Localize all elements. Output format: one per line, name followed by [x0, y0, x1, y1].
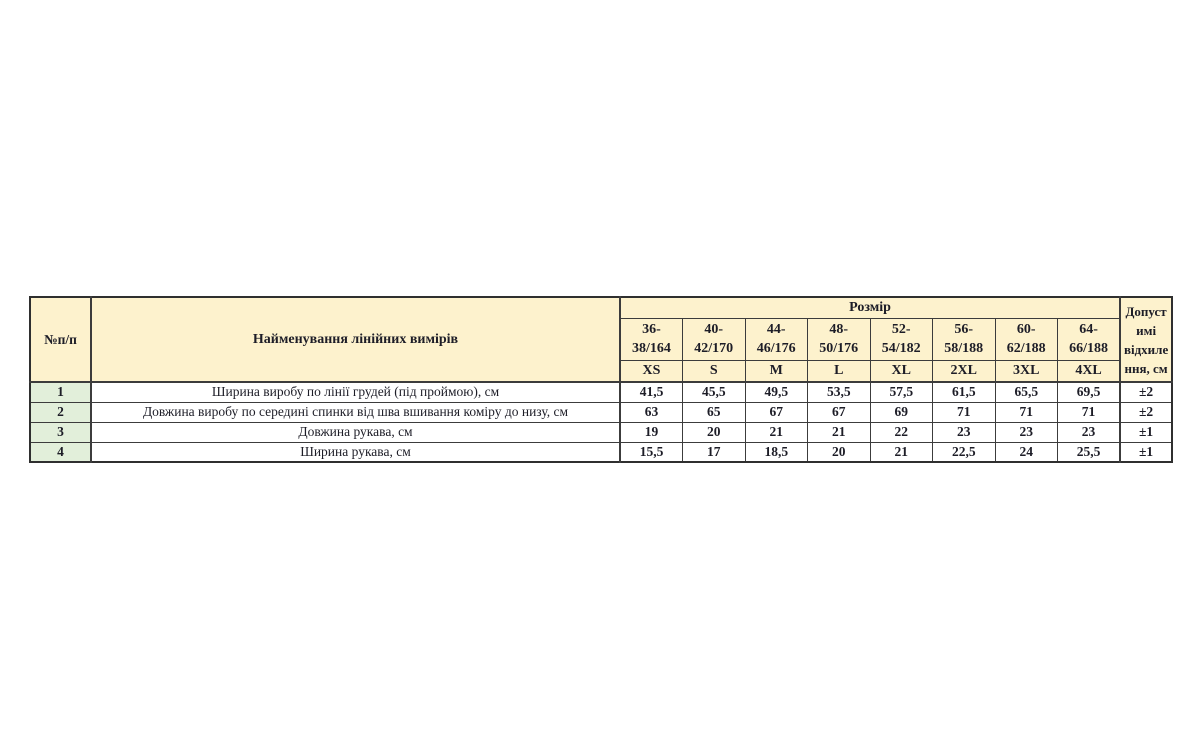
value-cell: 21: [744, 421, 808, 443]
value-cell: 17: [682, 441, 746, 463]
measurement-name-cell: Довжина виробу по середині спинки від шв…: [90, 401, 621, 423]
size-letter-header: 4XL: [1057, 359, 1121, 383]
size-letter-header: 3XL: [994, 359, 1058, 383]
size-range-header: 64- 66/188: [1057, 317, 1121, 361]
size-chart-table: №п/п Найменування лінійних вимірів Розмі…: [29, 296, 1174, 463]
value-cell: 23: [932, 421, 996, 443]
tolerance-cell: ±2: [1119, 381, 1173, 403]
value-cell: 22: [869, 421, 933, 443]
measurement-name-cell: Ширина рукава, см: [90, 441, 621, 463]
value-cell: 65: [682, 401, 746, 423]
row-number-cell: 4: [29, 441, 92, 463]
size-letter-header: XS: [619, 359, 683, 383]
value-cell: 67: [744, 401, 808, 423]
col-header-measurement-name: Найменування лінійних вимірів: [90, 296, 621, 383]
value-cell: 57,5: [869, 381, 933, 403]
value-cell: 61,5: [932, 381, 996, 403]
size-group-header: Розмір: [619, 296, 1121, 319]
measurement-name-cell: Ширина виробу по лінії грудей (під пройм…: [90, 381, 621, 403]
value-cell: 21: [869, 441, 933, 463]
value-cell: 19: [619, 421, 683, 443]
size-range-header: 36- 38/164: [619, 317, 683, 361]
row-number-cell: 1: [29, 381, 92, 403]
size-range-header: 48- 50/176: [807, 317, 871, 361]
value-cell: 45,5: [682, 381, 746, 403]
value-cell: 63: [619, 401, 683, 423]
size-letter-header: S: [682, 359, 746, 383]
tolerance-cell: ±1: [1119, 421, 1173, 443]
value-cell: 71: [994, 401, 1058, 423]
value-cell: 18,5: [744, 441, 808, 463]
table-row: 3 Довжина рукава, см 19 20 21 21 22 23 23 23 ±1: [29, 421, 1173, 443]
size-range-header: 52- 54/182: [869, 317, 933, 361]
row-number-cell: 3: [29, 421, 92, 443]
value-cell: 69,5: [1057, 381, 1121, 403]
size-range-header: 44- 46/176: [744, 317, 808, 361]
value-cell: 67: [807, 401, 871, 423]
value-cell: 20: [682, 421, 746, 443]
value-cell: 25,5: [1057, 441, 1121, 463]
value-cell: 22,5: [932, 441, 996, 463]
value-cell: 49,5: [744, 381, 808, 403]
measurement-name-cell: Довжина рукава, см: [90, 421, 621, 443]
col-header-num: №п/п: [29, 296, 92, 383]
table-row: 1 Ширина виробу по лінії грудей (під прой…: [29, 381, 1173, 403]
table-row: 2 Довжина виробу по середині спинки від ш…: [29, 401, 1173, 423]
value-cell: 53,5: [807, 381, 871, 403]
value-cell: 20: [807, 441, 871, 463]
value-cell: 69: [869, 401, 933, 423]
value-cell: 24: [994, 441, 1058, 463]
value-cell: 23: [1057, 421, 1121, 443]
tolerance-cell: ±2: [1119, 401, 1173, 423]
size-letter-header: L: [807, 359, 871, 383]
value-cell: 23: [994, 421, 1058, 443]
size-letter-header: M: [744, 359, 808, 383]
header-row-group: №п/п Найменування лінійних вимірів Розмі…: [29, 296, 1173, 383]
table-row: 4 Ширина рукава, см 15,5 17 18,5 20 21 22,5 24 25…: [29, 441, 1173, 463]
value-cell: 65,5: [994, 381, 1058, 403]
value-cell: 71: [932, 401, 996, 423]
tolerance-cell: ±1: [1119, 441, 1173, 463]
value-cell: 15,5: [619, 441, 683, 463]
size-range-header: 40- 42/170: [682, 317, 746, 361]
header-row-size-ranges: 36- 38/164 40- 42/170 44- 46/176 48- 50/176…: [30, 317, 1172, 361]
size-letter-header: XL: [869, 359, 933, 383]
size-letter-header: 2XL: [932, 359, 996, 383]
size-range-header: 56- 58/188: [932, 317, 996, 361]
header-row-size-letters: XS S M L XL 2XL 3XL 4XL: [30, 359, 1172, 383]
value-cell: 41,5: [619, 381, 683, 403]
tolerance-header: Допуст имі відхиле ння, см: [1119, 296, 1173, 383]
value-cell: 71: [1057, 401, 1121, 423]
value-cell: 21: [807, 421, 871, 443]
size-range-header: 60- 62/188: [994, 317, 1058, 361]
row-number-cell: 2: [29, 401, 92, 423]
